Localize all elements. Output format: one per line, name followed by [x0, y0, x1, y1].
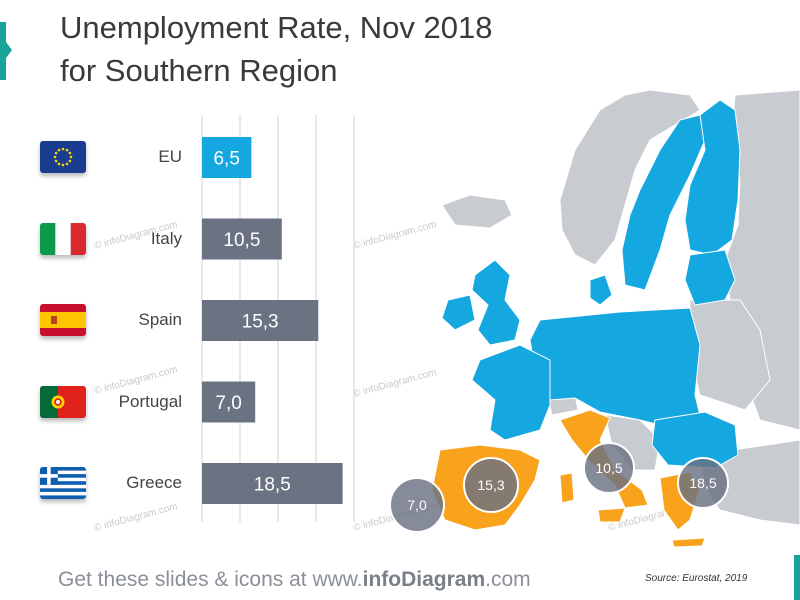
map-uk	[471, 259, 521, 346]
map-sicily	[597, 507, 626, 523]
row-label-greece: Greece	[126, 473, 182, 492]
title-line-2: for Southern Region	[60, 53, 338, 88]
map-bubble-greece	[677, 457, 729, 509]
map-sardinia	[559, 472, 575, 504]
map-norway	[559, 90, 701, 266]
map-ireland	[441, 294, 476, 331]
row-label-eu: EU	[158, 147, 182, 166]
right-accent-bar	[794, 555, 800, 600]
row-label-portugal: Portugal	[118, 392, 182, 411]
bar-spain	[202, 300, 319, 341]
bar-italy	[202, 218, 282, 260]
map-finland	[684, 99, 741, 256]
map-bubble-label: 18,5	[689, 475, 716, 491]
bar-value-label: 10,5	[223, 230, 260, 251]
map-bubble-italy	[583, 442, 635, 494]
source-note: Source: Eurostat, 2019	[645, 573, 748, 584]
watermark: © infoDiagram.com	[93, 501, 179, 534]
map-denmark	[589, 274, 613, 306]
page-title: Unemployment Rate, Nov 2018 for Southern…	[60, 6, 493, 92]
map-bubble-label: 7,0	[407, 497, 427, 513]
map-bubble-spain	[463, 457, 519, 513]
bar-value-label: 15,3	[242, 312, 279, 333]
bar-eu	[202, 137, 252, 178]
map-bubble-portugal	[389, 477, 445, 533]
footer-text: Get these slides & icons at www.infoDiag…	[58, 568, 531, 591]
map-romania-bulgaria	[651, 411, 739, 469]
spain-flag-icon	[40, 304, 86, 336]
greece-flag-icon	[40, 467, 86, 499]
bar-value-label: 7,0	[215, 393, 241, 414]
map-iceland	[441, 194, 513, 229]
bar-portugal	[202, 381, 256, 423]
accent-bar	[0, 22, 12, 80]
map-france	[471, 344, 551, 441]
eu-flag-icon	[40, 141, 86, 173]
bar-value-label: 18,5	[254, 475, 291, 496]
footer-brand: infoDiagram	[362, 568, 486, 591]
row-label-italy: Italy	[150, 229, 182, 248]
map-sweden	[621, 114, 706, 291]
map-bubble-label: 15,3	[477, 477, 504, 493]
row-label-spain: Spain	[138, 310, 182, 329]
bar-value-label: 6,5	[213, 149, 239, 170]
bar-greece	[202, 463, 343, 504]
europe-map: 7,0 15,3 10,5 18,5	[389, 90, 800, 548]
title-line-1: Unemployment Rate, Nov 2018	[60, 10, 493, 45]
map-baltics	[684, 249, 736, 306]
map-bubble-label: 10,5	[595, 460, 622, 476]
italy-flag-icon	[40, 223, 86, 255]
portugal-flag-icon	[40, 386, 86, 418]
map-crete	[671, 537, 706, 548]
